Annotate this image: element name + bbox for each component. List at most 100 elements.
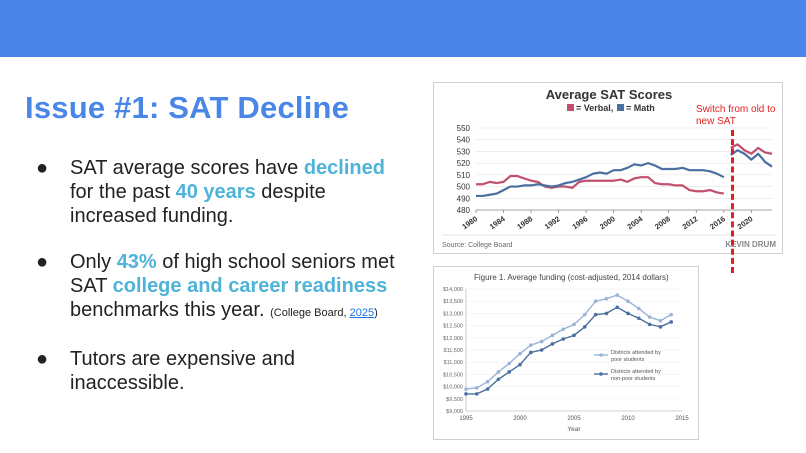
y-tick-label: $10,000 <box>443 385 463 391</box>
data-point <box>647 315 652 319</box>
x-tick-label: 2020 <box>736 214 755 231</box>
highlight-text: declined <box>303 157 385 179</box>
x-tick-label: 1980 <box>460 214 479 231</box>
x-tick-label: 2005 <box>567 416 581 422</box>
bullet-item: ● Only 43% of high school seniors met SA… <box>36 250 396 325</box>
y-tick-label: 530 <box>457 147 471 156</box>
sat-chart-svg: Average SAT Scores= Verbal, = Math 480 490 5… <box>442 87 776 249</box>
data-point <box>626 311 630 316</box>
y-tick-label: $13,000 <box>443 311 463 317</box>
chart-watermark: KEVIN DRUM <box>725 240 776 249</box>
data-point <box>593 312 598 317</box>
data-point <box>583 312 587 317</box>
y-tick-label: $12,500 <box>443 324 463 330</box>
data-point <box>583 325 587 329</box>
highlight-text: 43% <box>116 251 157 273</box>
bullet-text: despite increased funding. <box>70 181 326 227</box>
funding-chart-svg: Figure 1. Average funding (cost-adjusted… <box>443 273 689 433</box>
chart-title: Figure 1. Average funding (cost-adjusted… <box>474 273 669 282</box>
data-point <box>518 351 522 356</box>
highlight-text: college and career readiness <box>112 275 388 297</box>
y-tick-label: 500 <box>457 183 471 192</box>
data-point <box>604 296 609 301</box>
y-tick-label: 540 <box>457 136 471 145</box>
data-point <box>637 306 641 311</box>
bullet-dot-icon: ● <box>36 157 49 179</box>
x-tick-label: 2000 <box>513 416 527 422</box>
legend-swatch-dot <box>599 372 603 376</box>
slide-title: Issue #1: SAT Decline <box>25 90 350 125</box>
data-point <box>539 339 544 344</box>
bullet-text: SAT average scores have <box>70 157 304 179</box>
x-tick-label: 2016 <box>708 214 727 231</box>
data-point <box>496 370 501 374</box>
y-tick-label: 480 <box>457 206 471 215</box>
series-line-1 <box>476 162 725 198</box>
citation-link[interactable]: 2025 <box>349 307 375 319</box>
legend-label: Districts attended by non-poor students <box>611 369 661 382</box>
citation-text: ) <box>374 307 378 319</box>
y-tick-label: $11,500 <box>444 348 463 354</box>
funding-chart: Figure 1. Average funding (cost-adjusted… <box>433 266 699 440</box>
bullet-text: of high school seniors met SAT <box>70 251 395 297</box>
data-point <box>615 293 619 297</box>
data-point <box>507 361 511 366</box>
citation: (College Board, 2025) <box>270 307 378 319</box>
bullet-item: ● Tutors are expensive and inaccessible. <box>36 347 396 395</box>
x-tick-label: 1984 <box>488 214 508 231</box>
header-bar <box>0 0 806 57</box>
y-tick-label: 510 <box>457 171 471 180</box>
data-point <box>550 333 555 338</box>
bullet-list: ● SAT average scores have declined for t… <box>36 156 396 417</box>
data-point <box>529 343 533 347</box>
bullet-text: for the past <box>70 181 176 203</box>
data-point <box>637 316 641 321</box>
data-point <box>626 299 630 303</box>
y-tick-label: 490 <box>457 194 471 203</box>
data-point <box>464 387 468 391</box>
data-point <box>593 299 598 303</box>
x-tick-label: 1995 <box>459 416 473 422</box>
data-point <box>485 379 490 384</box>
chart-title: Average SAT Scores <box>546 87 672 102</box>
y-tick-label: $13,500 <box>443 299 463 305</box>
legend-swatch-verbal <box>567 104 574 111</box>
data-point <box>669 312 673 317</box>
data-point <box>572 333 576 338</box>
legend-label: = Verbal, <box>576 103 613 113</box>
y-tick-label: $11,000 <box>444 360 463 366</box>
highlight-text: 40 years <box>175 181 256 203</box>
x-axis-label: Year <box>567 426 581 433</box>
series-line-0 <box>465 294 672 390</box>
x-tick-label: 2008 <box>653 214 672 231</box>
y-tick-label: 550 <box>457 124 471 133</box>
x-tick-label: 1992 <box>543 214 562 231</box>
y-tick-label: $9,500 <box>446 397 463 403</box>
data-point <box>485 387 490 391</box>
y-tick-label: 520 <box>457 159 471 168</box>
data-point <box>529 350 533 355</box>
data-point <box>561 327 565 332</box>
x-tick-label: 1988 <box>515 214 534 231</box>
x-tick-label: 2000 <box>598 214 617 231</box>
citation-text: (College Board, <box>270 307 350 319</box>
y-tick-label: $12,000 <box>443 336 463 342</box>
legend-swatch-dot <box>599 353 603 357</box>
data-point <box>647 322 652 327</box>
data-point <box>539 348 544 352</box>
y-tick-label: $10,500 <box>443 372 463 378</box>
series-line-0 <box>476 174 724 195</box>
data-point <box>475 386 479 390</box>
x-tick-label: 2004 <box>626 214 646 231</box>
y-tick-label: $9,000 <box>446 409 463 415</box>
data-point <box>572 322 576 327</box>
y-tick-label: $14,000 <box>443 287 463 293</box>
x-tick-label: 2015 <box>675 416 689 422</box>
bullet-text: Tutors are expensive and inaccessible. <box>70 348 295 394</box>
legend-label: Districts attended by poor students <box>611 350 661 363</box>
data-point <box>518 362 522 367</box>
bullet-text: Only <box>70 251 117 273</box>
bullet-dot-icon: ● <box>36 348 49 370</box>
switch-annotation: Switch from old to new SAT <box>696 104 776 127</box>
chart-source: Source: College Board <box>442 242 513 249</box>
